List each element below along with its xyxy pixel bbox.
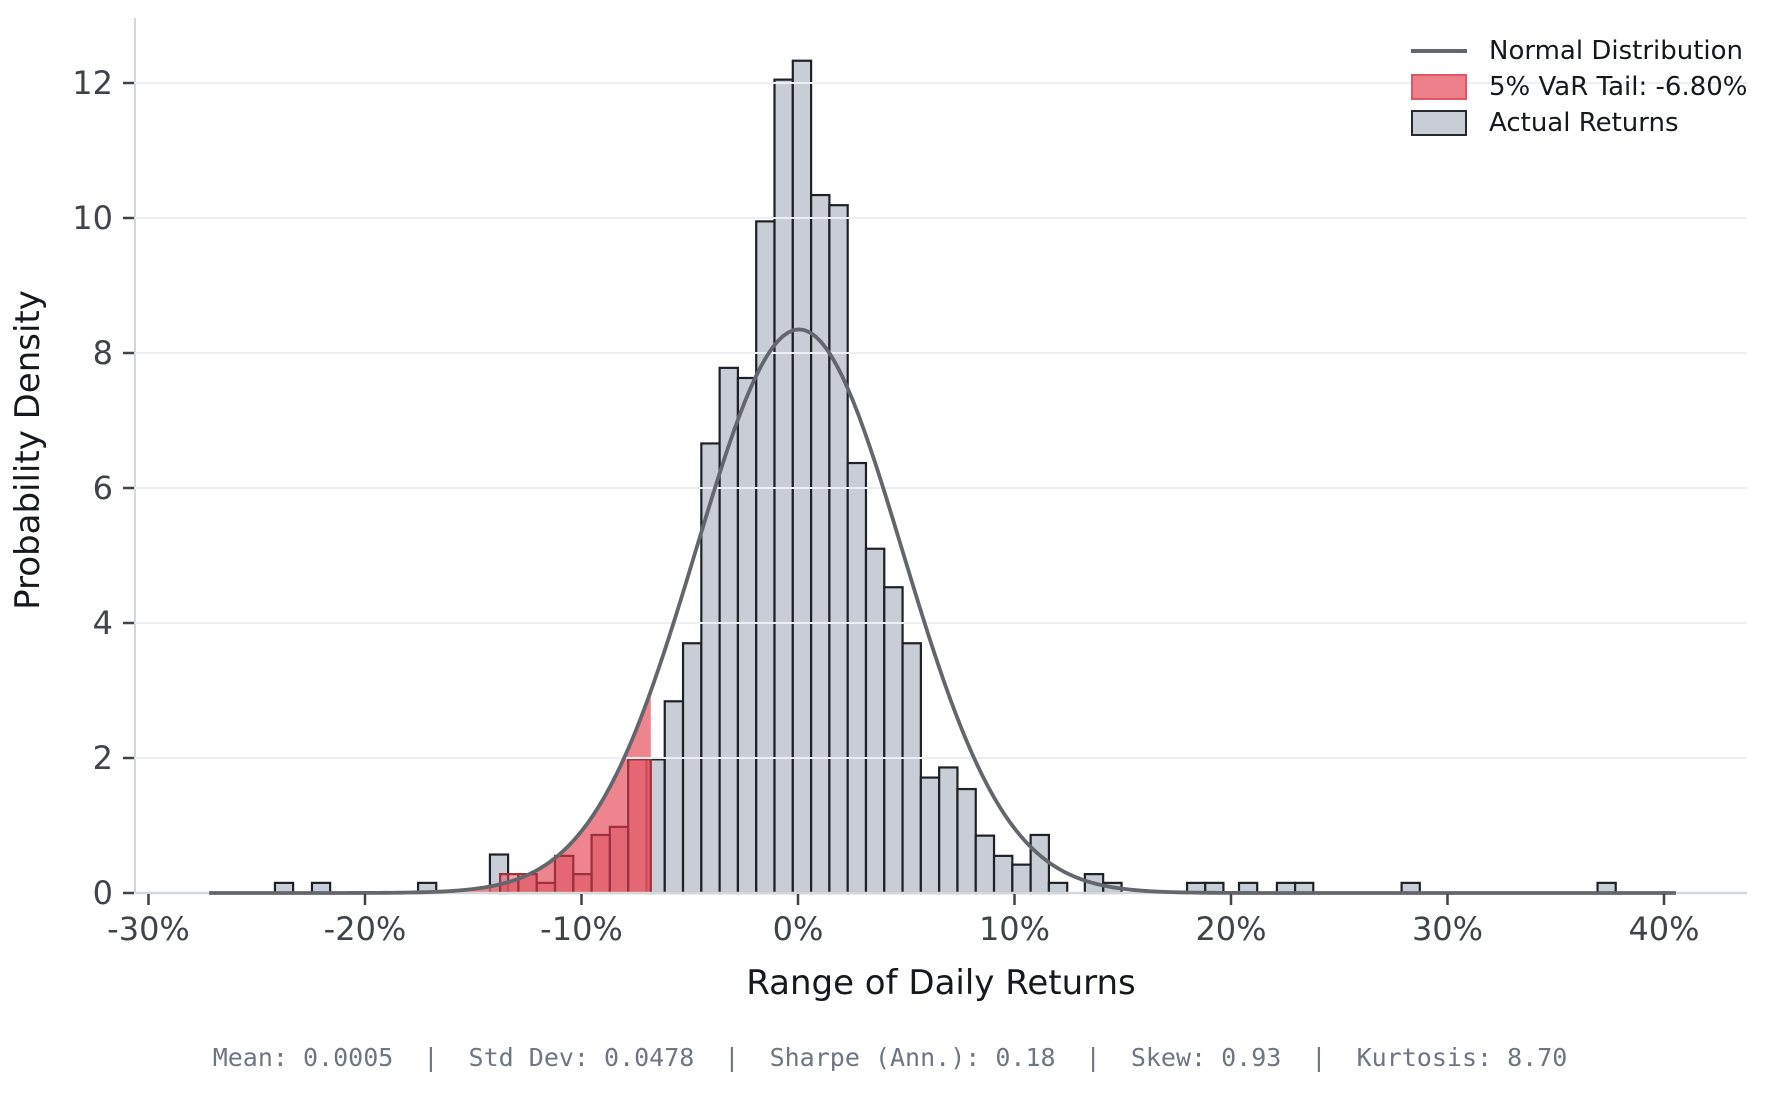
histogram-bar <box>992 854 1014 895</box>
histogram-bar <box>681 642 703 895</box>
y-tick-label: 4 <box>93 604 113 642</box>
y-axis-title: Probability Density <box>8 290 48 610</box>
var-tail-bar <box>627 758 652 895</box>
histogram-bar <box>755 220 776 895</box>
legend-item-var-tail: 5% VaR Tail: -6.80% <box>1411 69 1748 105</box>
var-tail-fill <box>209 691 651 893</box>
x-tick-label: -10% <box>540 910 623 948</box>
x-tick-label: 30% <box>1412 910 1483 948</box>
var-tail-patch-swatch <box>1411 74 1467 100</box>
x-tick-label: 40% <box>1628 910 1699 948</box>
histogram-bar <box>938 766 959 895</box>
var-tail-bar <box>535 881 557 895</box>
legend-item-normal-distribution: Normal Distribution <box>1411 33 1748 69</box>
var-tail-bar <box>590 833 611 895</box>
legend-item-actual-returns: Actual Returns <box>1411 105 1748 141</box>
actual-returns-patch-swatch <box>1411 110 1467 136</box>
histogram-bar <box>901 642 922 895</box>
histogram-bar <box>809 193 831 895</box>
legend-label: Normal Distribution <box>1489 36 1744 66</box>
y-tick-label: 6 <box>93 469 113 507</box>
y-tick-label: 0 <box>93 874 113 912</box>
x-axis-title: Range of Daily Returns <box>746 963 1136 1003</box>
summary-stats-line: Mean: 0.0005 | Std Dev: 0.0478 | Sharpe … <box>212 1043 1568 1072</box>
y-tick-label: 2 <box>93 739 113 777</box>
var-tail-bar <box>572 872 593 895</box>
histogram-bar <box>773 78 794 895</box>
y-tick-label: 12 <box>72 64 113 102</box>
legend: Normal Distribution 5% VaR Tail: -6.80% … <box>1411 33 1748 141</box>
x-tick-label: -30% <box>107 910 190 948</box>
histogram-bar <box>956 787 977 895</box>
y-tick-label: 10 <box>72 199 113 237</box>
histogram-bar <box>828 204 849 895</box>
x-tick-label: -20% <box>324 910 407 948</box>
legend-label: Actual Returns <box>1489 108 1679 138</box>
histogram-bar <box>1029 833 1051 895</box>
x-tick-label: 10% <box>979 910 1050 948</box>
histogram-bar <box>1047 881 1069 895</box>
x-tick-label: 20% <box>1195 910 1266 948</box>
var-tail-bar <box>553 854 575 895</box>
histogram-bar <box>883 586 904 895</box>
histogram-bar <box>864 547 886 895</box>
histogram-bar <box>663 700 685 895</box>
normal-distribution-line-swatch <box>1411 38 1467 64</box>
histogram-bar <box>700 442 721 895</box>
x-tick-label: 0% <box>773 910 824 948</box>
histogram-bar <box>974 834 996 895</box>
legend-label: 5% VaR Tail: -6.80% <box>1489 72 1748 102</box>
var-tail-bar <box>608 825 630 895</box>
histogram-bar <box>919 776 941 895</box>
histogram-bar <box>1011 863 1032 895</box>
histogram-bar <box>736 376 758 895</box>
normal-distribution-curve <box>209 327 1676 895</box>
histogram-bar <box>846 461 868 895</box>
histogram-bar <box>791 59 813 895</box>
y-tick-label: 8 <box>93 334 113 372</box>
